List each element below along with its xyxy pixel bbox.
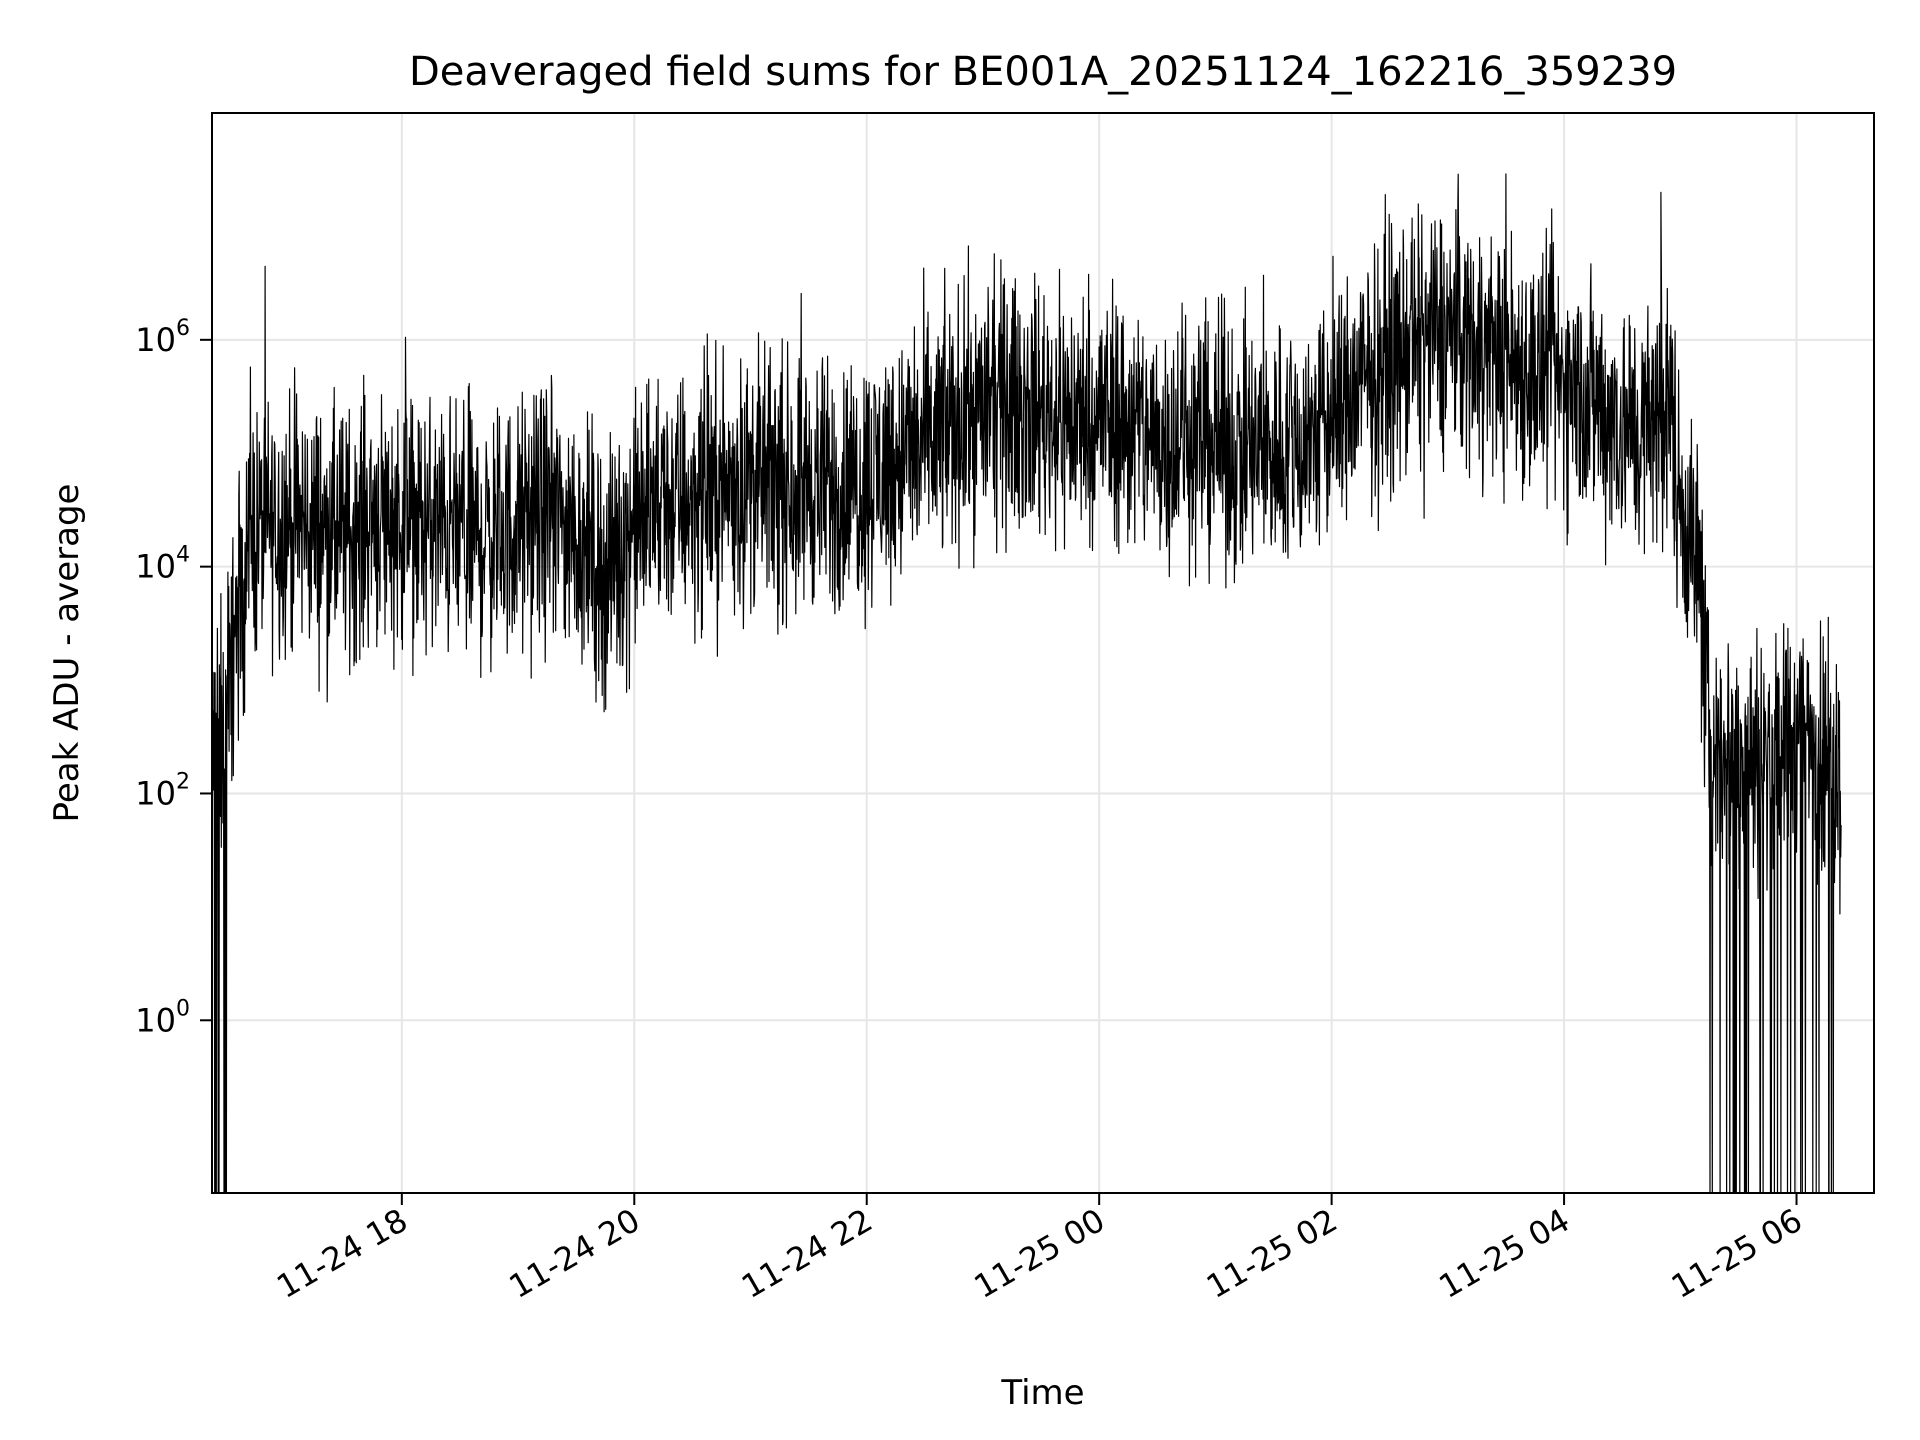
y-axis: 100 102 104 106 bbox=[135, 316, 212, 1039]
y-tick-label: 102 bbox=[135, 769, 190, 812]
y-tick-label: 106 bbox=[135, 316, 190, 359]
y-axis-label: Peak ADU - average bbox=[47, 484, 87, 823]
x-axis-label: Time bbox=[1000, 1373, 1084, 1413]
plot-frame bbox=[211, 112, 1875, 1194]
chart-title: Deaveraged field sums for BE001A_2025112… bbox=[409, 49, 1677, 95]
grid bbox=[212, 113, 1874, 1193]
series-line bbox=[212, 173, 1842, 1193]
y-tick-label: 104 bbox=[135, 543, 190, 586]
y-tick-label: 100 bbox=[135, 996, 190, 1039]
